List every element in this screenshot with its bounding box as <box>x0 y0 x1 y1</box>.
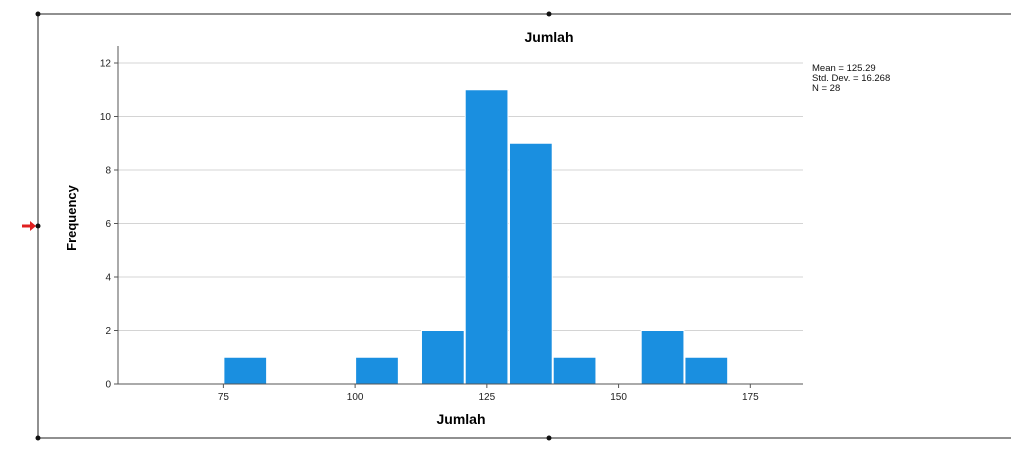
x-axis-title: Jumlah <box>436 411 485 427</box>
stats-std-dev: Std. Dev. = 16.268 <box>812 73 890 84</box>
y-tick-label: 8 <box>105 166 111 177</box>
histogram-bar <box>552 356 597 385</box>
histogram-bar <box>420 330 465 385</box>
y-tick-label: 12 <box>100 59 112 70</box>
stats-mean: Mean = 125.29 <box>812 63 876 74</box>
x-tick-label: 150 <box>610 392 627 403</box>
frame-handle-top-left[interactable] <box>35 11 41 17</box>
frame-handle-bottom-middle[interactable] <box>546 435 552 441</box>
bars <box>223 89 729 385</box>
histogram-bar <box>684 356 729 385</box>
stats-box: Mean = 125.29 Std. Dev. = 16.268 N = 28 <box>812 63 890 94</box>
x-tick-label: 125 <box>479 392 496 403</box>
chart-title: Jumlah <box>524 29 573 45</box>
frame-handle-bottom-left[interactable] <box>35 435 41 441</box>
axes <box>114 46 803 388</box>
histogram-bar <box>355 356 399 385</box>
y-axis-title: Frequency <box>64 184 79 251</box>
y-tick-label: 10 <box>100 112 112 123</box>
histogram-bar <box>508 142 553 385</box>
frame-handle-top-middle[interactable] <box>546 11 552 17</box>
red-arrow-icon <box>22 221 36 231</box>
y-tick-label: 2 <box>105 326 111 337</box>
x-tick-label: 100 <box>347 392 364 403</box>
x-tick-label: 75 <box>218 392 230 403</box>
histogram-bar <box>223 356 268 385</box>
histogram-bar <box>464 89 509 385</box>
x-tick-label: 175 <box>742 392 759 403</box>
gridlines <box>118 62 803 331</box>
y-tick-label: 4 <box>105 273 111 284</box>
histogram-bar <box>640 330 685 385</box>
tick-labels: 0 2 4 6 8 10 12 75 100 125 150 175 <box>100 59 759 404</box>
y-tick-label: 0 <box>105 380 111 391</box>
frame-handle-left-middle[interactable] <box>35 223 41 229</box>
y-tick-label: 6 <box>105 219 111 230</box>
stats-n: N = 28 <box>812 83 840 94</box>
